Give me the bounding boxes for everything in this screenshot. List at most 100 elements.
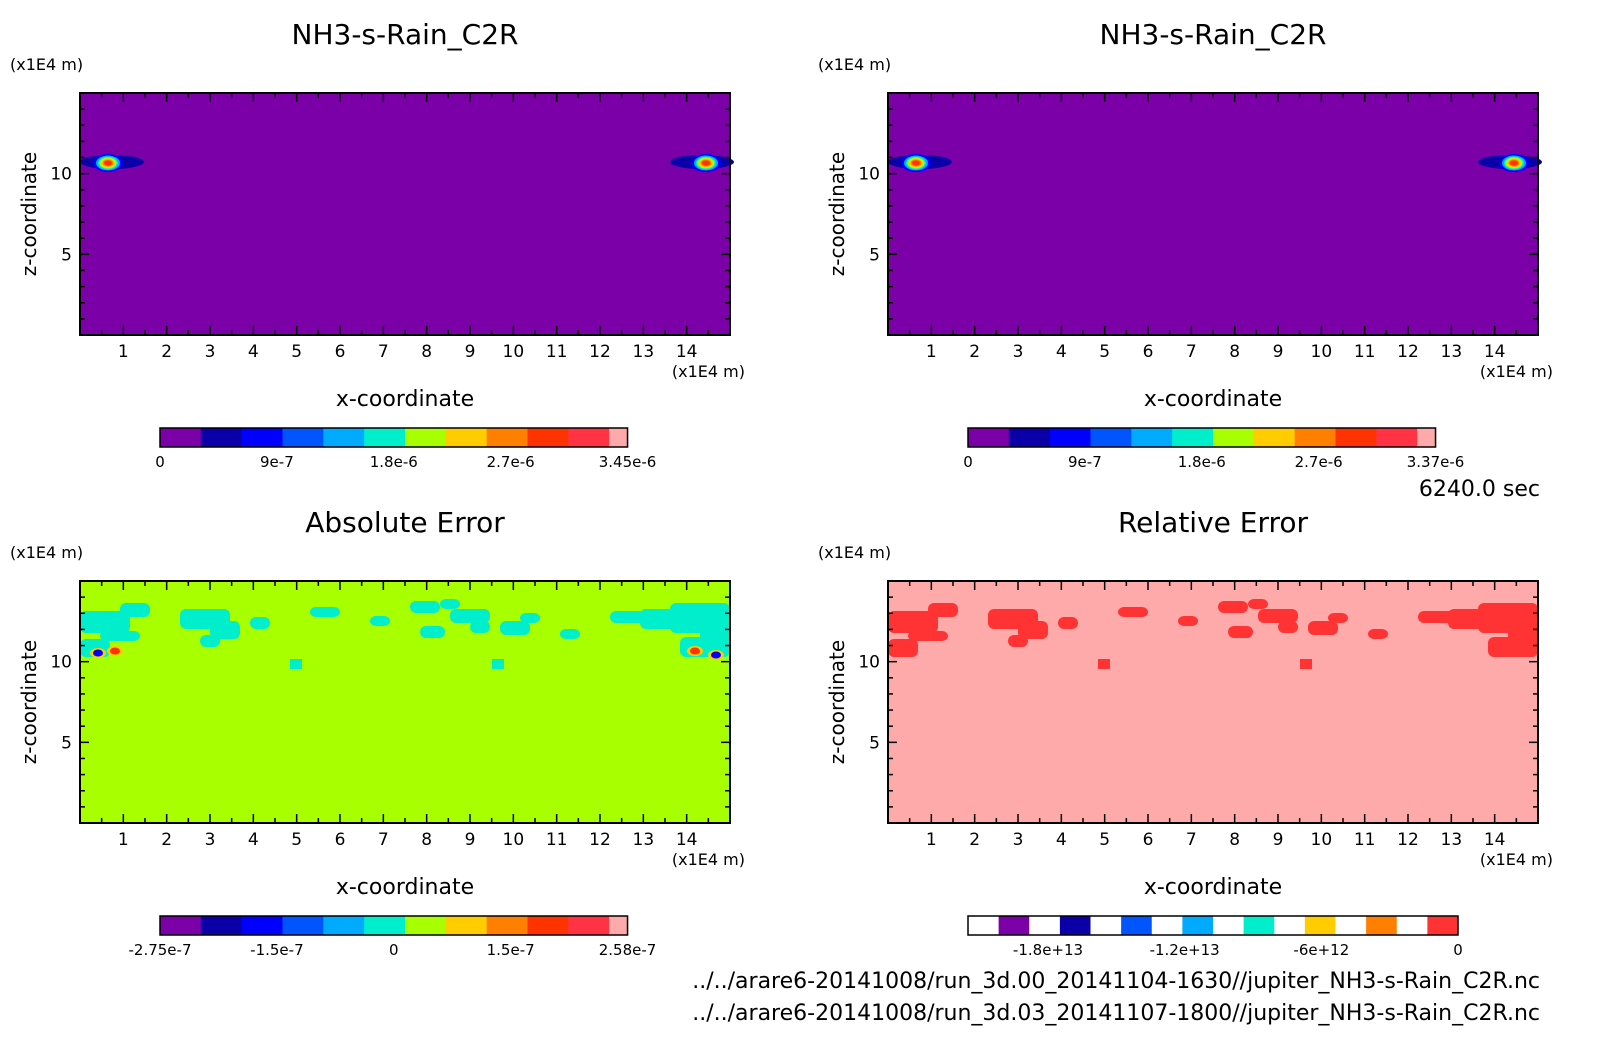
- blob-core: [1510, 160, 1518, 166]
- x-axis-label: x-coordinate: [336, 387, 474, 412]
- x-tick-label: 13: [633, 830, 655, 850]
- error-extreme: [110, 647, 120, 655]
- colorbar: -1.8e+13 -1.2e+13 -6e+12 0: [967, 915, 1463, 959]
- colorbar-segment: [1304, 916, 1336, 935]
- x-tick-label: 14: [1484, 342, 1506, 362]
- x-tick-label: 6: [335, 342, 346, 362]
- chart-panel-3: Absolute Error(x1E4 m)1 2 3 4 5 6 7 8 9 10 11 12 13 1…: [10, 506, 745, 959]
- x-unit-label: (x1E4 m): [1480, 362, 1553, 381]
- error-patch: [410, 601, 440, 613]
- error-patch: [1098, 659, 1110, 669]
- colorbar-tick-label: 1.8e-6: [370, 453, 418, 471]
- error-patch: [440, 599, 460, 609]
- error-extreme: [690, 647, 700, 655]
- chart-title: Absolute Error: [305, 506, 505, 539]
- colorbar-segment: [1131, 428, 1173, 447]
- error-patch: [908, 631, 948, 641]
- error-patch: [80, 611, 130, 633]
- error-patches: [888, 599, 1538, 669]
- colorbar-segment: [282, 428, 324, 447]
- colorbar-segment: [323, 428, 365, 447]
- error-patch: [290, 659, 302, 669]
- colorbar-segment: [445, 428, 488, 447]
- colorbar-segment: [1366, 916, 1398, 935]
- y-unit-label: (x1E4 m): [10, 55, 83, 74]
- x-tick-label: 7: [378, 830, 389, 850]
- y-tick-label: 5: [869, 245, 880, 265]
- x-tick-label: 8: [421, 830, 432, 850]
- x-tick-label: 14: [676, 830, 698, 850]
- chart-title: Relative Error: [1118, 506, 1309, 539]
- colorbar-tick-label: 1.5e-7: [487, 941, 535, 959]
- x-tick-label: 4: [1056, 830, 1067, 850]
- x-tick-label: 8: [1229, 342, 1240, 362]
- error-patch: [520, 613, 540, 623]
- x-tick-label: 3: [1013, 830, 1024, 850]
- colorbar-segment: [1427, 916, 1459, 935]
- colorbar-segment: [609, 428, 629, 447]
- x-tick-label: 1: [926, 342, 937, 362]
- colorbar-segment: [1417, 428, 1437, 447]
- colorbar-segment: [405, 428, 447, 447]
- y-axis-label: z-coordinate: [825, 640, 849, 764]
- blob-core: [702, 160, 710, 166]
- colorbar-segment: [200, 428, 243, 447]
- error-patch: [500, 621, 530, 635]
- error-patch: [100, 631, 140, 641]
- error-patch: [928, 603, 958, 617]
- x-unit-label: (x1E4 m): [1480, 850, 1553, 869]
- blob-core: [912, 160, 920, 166]
- x-tick-label: 6: [335, 830, 346, 850]
- y-axis-label: z-coordinate: [17, 640, 41, 764]
- blob-core: [104, 160, 112, 166]
- colorbar-tick-label: 3.45e-6: [599, 453, 657, 471]
- colorbar: 0 9e-7 1.8e-6 2.7e-6 3.45e-6: [155, 427, 657, 471]
- colorbar-tick-label: 0: [1453, 941, 1463, 959]
- chart-title: NH3-s-Rain_C2R: [1100, 18, 1327, 51]
- x-tick-label: 11: [1354, 830, 1376, 850]
- x-tick-label: 2: [161, 830, 172, 850]
- colorbar-segment: [1274, 916, 1306, 935]
- y-tick-label: 5: [869, 733, 880, 753]
- error-extreme: [93, 649, 103, 657]
- error-patch: [1228, 626, 1253, 638]
- y-tick-label: 10: [50, 165, 72, 185]
- x-tick-label: 4: [248, 342, 259, 362]
- x-tick-label: 7: [1186, 342, 1197, 362]
- colorbar-segment: [1090, 916, 1122, 935]
- colorbar-segment: [1182, 916, 1214, 935]
- colorbar-segment: [527, 428, 569, 447]
- blob-group: [80, 154, 144, 172]
- x-tick-label: 1: [118, 830, 129, 850]
- x-tick-label: 2: [969, 830, 980, 850]
- chart-panel-2: NH3-s-Rain_C2R(x1E4 m)1 2 3 4 5 6 7 8 9 10 11 12 13 1…: [818, 18, 1553, 471]
- colorbar-segment: [323, 916, 365, 935]
- colorbar-segment: [1029, 916, 1061, 935]
- x-tick-label: 9: [1273, 830, 1284, 850]
- x-tick-label: 13: [1441, 342, 1463, 362]
- error-patch: [888, 639, 918, 657]
- colorbar-segment: [160, 428, 202, 447]
- colorbar-tick-label: 0: [963, 453, 973, 471]
- colorbar-segment: [1172, 428, 1214, 447]
- error-patch: [310, 607, 340, 617]
- colorbar-frame: [159, 915, 629, 936]
- colorbar-segment: [160, 916, 202, 935]
- error-patch: [492, 659, 504, 669]
- colorbar-tick-label: 3.37e-6: [1407, 453, 1465, 471]
- x-tick-label: 14: [1484, 830, 1506, 850]
- plot-background: [80, 93, 730, 335]
- x-tick-label: 12: [1397, 830, 1419, 850]
- x-axis-label: x-coordinate: [1144, 387, 1282, 412]
- x-tick-label: 9: [1273, 342, 1284, 362]
- colorbar-segment: [1213, 428, 1255, 447]
- x-tick-label: 4: [1056, 342, 1067, 362]
- colorbar-segment: [1090, 428, 1132, 447]
- colorbar-segment: [1294, 428, 1336, 447]
- colorbar-segment: [1335, 916, 1367, 935]
- x-tick-label: 13: [633, 342, 655, 362]
- colorbar-segment: [405, 916, 447, 935]
- colorbar-segment: [1243, 916, 1275, 935]
- colorbar: 0 9e-7 1.8e-6 2.7e-6 3.37e-6: [963, 427, 1465, 471]
